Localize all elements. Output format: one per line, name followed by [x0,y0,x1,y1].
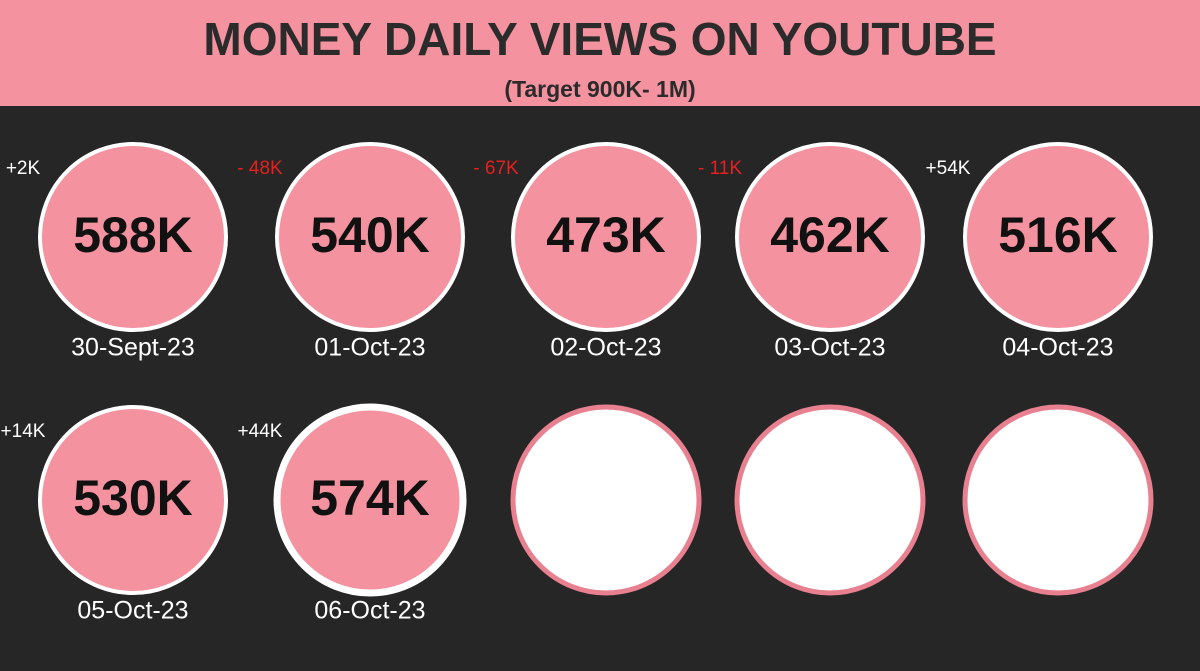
day-value: 462K [770,207,890,263]
day-change: - 11K [698,158,742,179]
empty-circle [510,404,702,596]
day-date: 03-Oct-23 [774,334,885,362]
day-circle [735,142,925,332]
day-value: 516K [998,207,1118,263]
day-date: 06-Oct-23 [314,597,425,625]
day-circle [38,142,228,332]
day-change: +2K [6,158,41,179]
subtitle: (Target 900K- 1M) [504,76,695,102]
empty-circle [734,404,926,596]
day-circle [275,142,465,332]
day-change: +14K [1,421,46,442]
day-value: 588K [73,207,193,263]
day-change: - 48K [237,158,283,179]
day-value: 574K [310,470,430,526]
day-value: 540K [310,207,430,263]
header-band [0,0,1200,106]
day-date: 05-Oct-23 [77,597,188,625]
empty-circle [962,404,1154,596]
day-date: 01-Oct-23 [314,334,425,362]
day-value: 530K [73,470,193,526]
day-circle [963,142,1153,332]
day-date: 30-Sept-23 [71,334,195,362]
day-circle [511,142,701,332]
day-date: 02-Oct-23 [550,334,661,362]
day-circle [273,403,467,597]
day-change: +44K [238,421,283,442]
title: MONEY DAILY VIEWS ON YOUTUBE [203,13,996,65]
day-date: 04-Oct-23 [1002,334,1113,362]
day-change: +54K [926,158,971,179]
day-change: - 67K [473,158,519,179]
day-value: 473K [546,207,666,263]
day-circle [38,405,228,595]
